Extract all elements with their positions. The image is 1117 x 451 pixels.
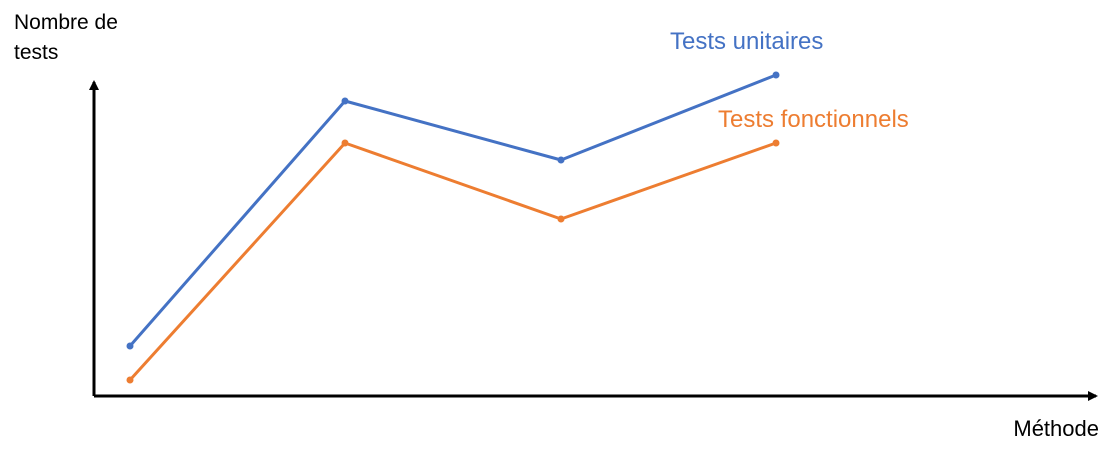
series-line-0 <box>128 73 777 347</box>
series-label-tests-unitaires: Tests unitaires <box>670 28 824 55</box>
data-point-s1-3 <box>772 139 780 147</box>
y-axis-label: Nombre de tests <box>14 11 118 64</box>
series-layer <box>126 71 780 384</box>
data-point-s0-2 <box>557 156 565 164</box>
series-line-1 <box>128 141 777 382</box>
data-point-s0-0 <box>126 342 134 350</box>
x-axis-label: Méthode <box>1013 416 1099 441</box>
data-point-s1-1 <box>341 139 349 147</box>
data-point-s0-3 <box>772 71 780 79</box>
series-0 <box>126 71 780 350</box>
data-point-s1-2 <box>557 215 565 223</box>
data-point-s0-1 <box>341 97 349 105</box>
series-label-tests-fonctionnels: Tests fonctionnels <box>718 106 909 133</box>
series-1 <box>126 139 780 384</box>
data-point-s1-0 <box>126 376 134 384</box>
